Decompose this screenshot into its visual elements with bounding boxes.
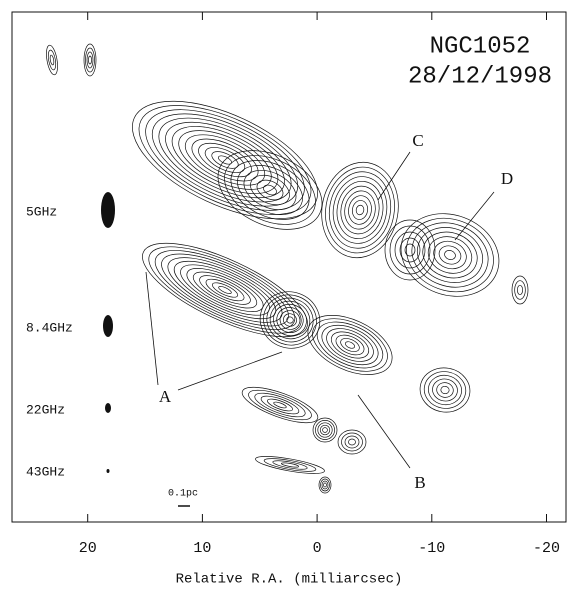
contour — [252, 388, 308, 421]
x-tick-label: -20 — [533, 540, 560, 557]
contour — [395, 232, 425, 268]
scale-label: 0.1pc — [168, 489, 198, 500]
annotation-lines — [146, 152, 494, 506]
contour — [515, 281, 526, 300]
contour — [49, 55, 54, 65]
band-label: 5GHz — [26, 204, 57, 219]
contour — [205, 135, 334, 245]
contour — [323, 167, 396, 253]
x-tick-label: -10 — [418, 540, 445, 557]
x-tick-label: 20 — [79, 540, 97, 557]
contour — [346, 194, 373, 226]
contour — [440, 386, 449, 395]
contour — [245, 384, 314, 426]
contour — [355, 205, 364, 216]
contour — [153, 240, 298, 340]
contour — [273, 401, 287, 409]
contour — [182, 260, 269, 320]
contour — [218, 285, 232, 295]
contour — [517, 285, 522, 294]
contour — [423, 231, 477, 280]
annotation: B — [414, 473, 425, 492]
contour — [313, 418, 337, 442]
contour — [160, 245, 290, 335]
annotation: A — [159, 387, 172, 406]
contour — [315, 420, 334, 439]
contour — [410, 219, 491, 292]
contour — [344, 340, 355, 349]
contour — [351, 199, 369, 221]
contour — [138, 230, 312, 350]
contour — [310, 313, 390, 378]
contour — [390, 226, 430, 274]
contour — [323, 428, 328, 433]
pointer — [378, 152, 410, 200]
contour — [316, 317, 384, 373]
contour — [430, 237, 470, 273]
contour — [282, 312, 299, 328]
band-label: 8.4GHz — [26, 320, 73, 335]
annotation: D — [501, 169, 513, 188]
chart-subtitle: 28/12/1998 — [408, 63, 552, 90]
pointer — [178, 352, 282, 390]
contour — [436, 381, 455, 398]
contour — [416, 225, 483, 286]
annotation: C — [412, 131, 423, 150]
chart: NGC1052 28/12/1998 5GHz 8.4GHz 22GHz 43G… — [0, 0, 569, 592]
contour — [324, 483, 327, 487]
pointer — [455, 192, 494, 240]
band-label: 22GHz — [26, 402, 65, 417]
contour — [238, 380, 321, 430]
contour — [437, 243, 464, 267]
contour — [246, 169, 294, 210]
contour — [333, 331, 367, 359]
contour — [213, 142, 326, 238]
contour — [87, 52, 93, 68]
contour — [44, 44, 59, 75]
contour — [339, 336, 362, 355]
contour — [272, 459, 308, 471]
contour — [89, 56, 92, 64]
page: NGC1052 28/12/1998 5GHz 8.4GHz 22GHz 43G… — [0, 0, 569, 592]
pointer — [146, 272, 158, 385]
x-tick-label: 10 — [193, 540, 211, 557]
contour — [196, 270, 254, 310]
contour — [321, 322, 378, 368]
contour — [338, 430, 366, 454]
beam — [107, 469, 110, 473]
contour — [299, 303, 402, 386]
contour — [349, 439, 356, 445]
contour — [443, 249, 456, 261]
contour — [314, 156, 406, 264]
contour — [345, 436, 359, 448]
contour — [254, 453, 325, 477]
contour — [342, 188, 379, 231]
contour — [403, 212, 497, 297]
beam — [105, 403, 111, 413]
chart-title: NGC1052 — [430, 33, 531, 60]
contour-map — [44, 44, 528, 493]
contour — [385, 220, 435, 280]
x-tick-label: 0 — [313, 540, 322, 557]
beams — [101, 192, 115, 473]
contour — [431, 377, 459, 403]
contour — [322, 481, 328, 489]
contour — [426, 373, 464, 408]
pointer — [358, 395, 410, 468]
contour — [328, 172, 392, 247]
contour — [211, 280, 240, 300]
beam — [103, 315, 113, 337]
band-label: 43GHz — [26, 464, 65, 479]
contour — [320, 425, 330, 435]
contour — [266, 397, 294, 414]
contour — [167, 250, 283, 330]
x-axis-label: Relative R.A. (milliarcsec) — [176, 572, 403, 588]
beam — [101, 192, 115, 228]
contour — [304, 308, 395, 382]
